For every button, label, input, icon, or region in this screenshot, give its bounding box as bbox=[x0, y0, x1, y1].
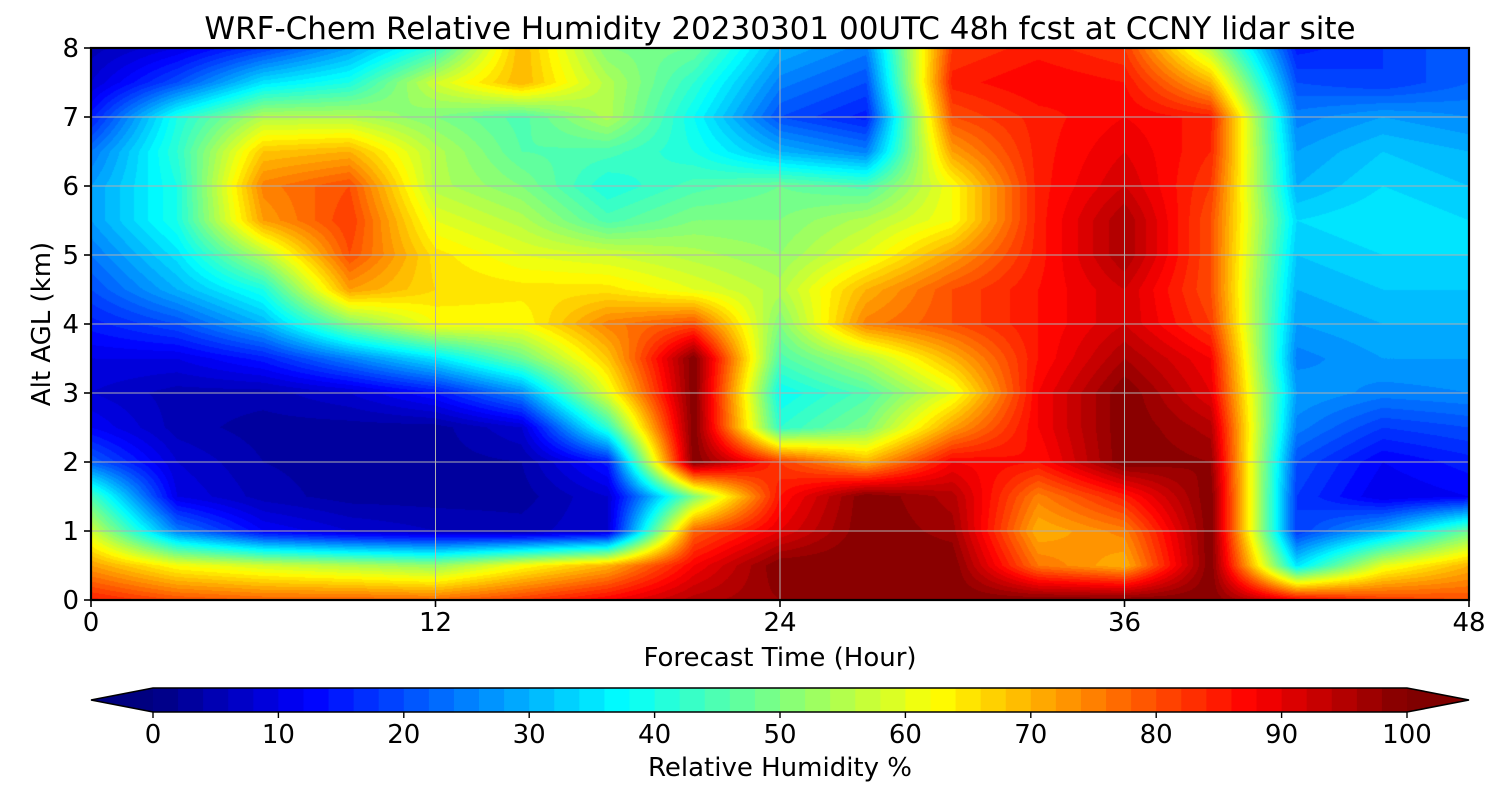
y-tick-label: 5 bbox=[62, 241, 79, 271]
colorbar-tick-label: 100 bbox=[1382, 720, 1432, 750]
colorbar-step bbox=[980, 688, 1007, 712]
colorbar-step bbox=[905, 688, 932, 712]
colorbar-step bbox=[955, 688, 982, 712]
colorbar-step bbox=[328, 688, 355, 712]
colorbar-step bbox=[1381, 688, 1408, 712]
colorbar-step bbox=[805, 688, 831, 712]
x-axis-ticks: 0 12 24 36 48 bbox=[83, 600, 1486, 638]
colorbar-step bbox=[604, 688, 631, 712]
colorbar-step bbox=[479, 688, 505, 712]
colorbar-step bbox=[504, 688, 530, 712]
y-tick-label: 3 bbox=[62, 379, 79, 409]
colorbar-under-extend-arrow bbox=[91, 688, 153, 712]
colorbar-tick-label: 50 bbox=[763, 720, 796, 750]
colorbar-step bbox=[303, 688, 330, 712]
colorbar-step bbox=[253, 688, 279, 712]
colorbar-tick-label: 20 bbox=[387, 720, 420, 750]
colorbar-step bbox=[178, 688, 204, 712]
colorbar-step bbox=[629, 688, 656, 712]
y-tick-label: 1 bbox=[62, 517, 79, 547]
colorbar: 0 10 20 30 40 50 60 70 80 90 100 Relative Humidity… bbox=[90, 687, 1470, 783]
colorbar-step bbox=[1256, 688, 1283, 712]
colorbar-over-extend-arrow bbox=[1407, 688, 1469, 712]
colorbar-step bbox=[153, 688, 179, 712]
colorbar-step bbox=[704, 688, 731, 712]
colorbar-tick-label: 0 bbox=[145, 720, 162, 750]
colorbar-step bbox=[378, 688, 405, 712]
colorbar-step bbox=[228, 688, 254, 712]
colorbar-step bbox=[1055, 688, 1082, 712]
colorbar-label: Relative Humidity % bbox=[648, 753, 912, 783]
colorbar-step bbox=[1181, 688, 1207, 712]
y-tick-label: 7 bbox=[62, 103, 79, 133]
colorbar-step bbox=[1131, 688, 1157, 712]
colorbar-step bbox=[1231, 688, 1258, 712]
colorbar-step bbox=[203, 688, 229, 712]
colorbar-tick-label: 10 bbox=[262, 720, 295, 750]
colorbar-step bbox=[855, 688, 881, 712]
colorbar-step bbox=[403, 688, 430, 712]
colorbar-step bbox=[1206, 688, 1233, 712]
colorbar-step bbox=[579, 688, 606, 712]
x-tick-label: 24 bbox=[763, 608, 796, 638]
colorbar-step bbox=[353, 688, 380, 712]
colorbar-tick-label: 40 bbox=[638, 720, 671, 750]
y-tick-label: 6 bbox=[62, 172, 79, 202]
colorbar-step bbox=[780, 688, 806, 712]
colorbar-step bbox=[453, 688, 480, 712]
colorbar-step bbox=[1306, 688, 1333, 712]
colorbar-step bbox=[729, 688, 756, 712]
y-axis-ticks: 0 1 2 3 4 5 6 7 8 bbox=[62, 34, 91, 616]
colorbar-tick-label: 60 bbox=[889, 720, 922, 750]
colorbar-step bbox=[554, 688, 580, 712]
colorbar-step bbox=[1005, 688, 1032, 712]
x-tick-label: 36 bbox=[1108, 608, 1141, 638]
colorbar-step bbox=[1080, 688, 1107, 712]
colorbar-step bbox=[428, 688, 455, 712]
x-axis-label: Forecast Time (Hour) bbox=[643, 643, 916, 673]
colorbar-step bbox=[880, 688, 906, 712]
colorbar-ticks: 0 10 20 30 40 50 60 70 80 90 100 bbox=[145, 712, 1432, 750]
colorbar-tick-label: 90 bbox=[1265, 720, 1298, 750]
x-tick-label: 12 bbox=[419, 608, 452, 638]
colorbar-step bbox=[754, 688, 781, 712]
colorbar-step bbox=[278, 688, 305, 712]
colorbar-step bbox=[1356, 688, 1383, 712]
colorbar-step bbox=[654, 688, 681, 712]
colorbar-step bbox=[1156, 688, 1182, 712]
colorbar-tick-label: 80 bbox=[1140, 720, 1173, 750]
colorbar-color-steps bbox=[153, 688, 1408, 712]
colorbar-tick-label: 70 bbox=[1014, 720, 1047, 750]
y-tick-label: 8 bbox=[62, 34, 79, 64]
colorbar-step bbox=[1331, 688, 1358, 712]
colorbar-step bbox=[930, 688, 957, 712]
colorbar-step bbox=[1106, 688, 1132, 712]
colorbar-step bbox=[1281, 688, 1308, 712]
colorbar-step bbox=[1030, 688, 1057, 712]
y-tick-label: 0 bbox=[62, 586, 79, 616]
colorbar-tick-label: 30 bbox=[513, 720, 546, 750]
y-tick-label: 2 bbox=[62, 448, 79, 478]
x-tick-label: 0 bbox=[83, 608, 100, 638]
colorbar-step bbox=[679, 688, 706, 712]
colorbar-step bbox=[830, 688, 856, 712]
chart-title: WRF-Chem Relative Humidity 20230301 00UT… bbox=[204, 11, 1355, 47]
y-axis-label: Alt AGL (km) bbox=[27, 242, 57, 406]
x-tick-label: 48 bbox=[1452, 608, 1485, 638]
colorbar-step bbox=[529, 688, 555, 712]
y-tick-label: 4 bbox=[62, 310, 79, 340]
